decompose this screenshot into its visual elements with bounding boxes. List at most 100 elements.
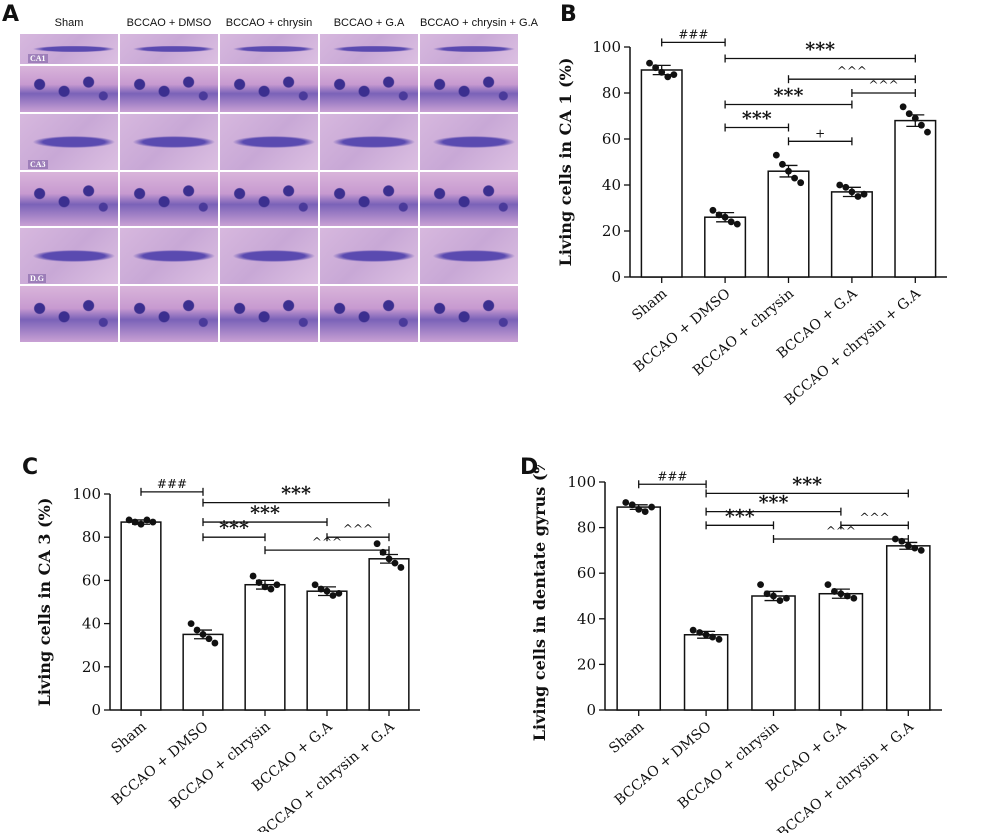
significance-label: + — [815, 126, 825, 140]
y-tick-label: 80 — [82, 528, 101, 546]
data-point — [791, 174, 798, 182]
micrograph-tile — [320, 172, 418, 226]
y-axis-title: Living cells in dentate gyrus (%) — [530, 465, 549, 741]
data-point — [187, 620, 195, 627]
micrograph-tile — [20, 34, 118, 64]
y-tick-label: 60 — [602, 130, 621, 148]
micrograph-tile — [20, 114, 118, 170]
data-point — [329, 592, 337, 599]
bar — [683, 634, 729, 711]
micrograph-tile — [420, 172, 518, 226]
data-point — [689, 626, 697, 634]
data-point — [646, 59, 653, 67]
y-tick-label: 40 — [82, 615, 101, 633]
bar — [751, 595, 796, 711]
significance-label: *** — [742, 108, 772, 130]
data-point — [628, 501, 636, 509]
y-tick-label: 0 — [586, 701, 596, 719]
y-axis-title: Living cells in CA 3 (%) — [35, 498, 54, 707]
micrograph-tile — [420, 228, 518, 284]
micrograph-tile — [320, 34, 418, 64]
bar — [640, 69, 683, 278]
data-point — [905, 110, 913, 118]
bar — [818, 592, 864, 711]
significance-label: ### — [657, 469, 687, 483]
data-point — [317, 585, 325, 593]
micrograph-tile — [420, 114, 518, 170]
data-point — [273, 581, 281, 589]
bar — [767, 170, 810, 278]
data-point — [249, 572, 257, 580]
data-point — [709, 206, 717, 214]
data-point — [709, 633, 716, 641]
micrograph-tile — [220, 34, 318, 64]
micrograph-tile — [420, 66, 518, 112]
y-tick-label: 40 — [602, 176, 621, 194]
significance-label: *** — [792, 473, 822, 495]
micrograph-tile — [20, 286, 118, 342]
micrograph-tile — [220, 172, 318, 226]
data-point — [149, 518, 157, 526]
y-tick-label: 20 — [82, 658, 101, 676]
data-point — [641, 508, 649, 516]
data-point — [837, 590, 845, 598]
data-point — [193, 626, 201, 634]
data-point — [261, 583, 269, 591]
data-point — [860, 190, 868, 198]
data-point — [323, 587, 331, 595]
data-point — [721, 213, 729, 221]
x-tick-label: Sham — [108, 719, 149, 757]
chart-ca3: 0 20 40 60 80 100 Living cells in CA 3 (%) Sham… — [35, 477, 420, 832]
data-point — [622, 499, 630, 506]
chart-ca1: 0 20 40 60 80 100 Living cells in CA 1 (%) Sham… — [556, 27, 947, 409]
bar — [368, 558, 410, 711]
data-point — [842, 183, 850, 191]
data-point — [785, 167, 792, 175]
column-header: BCCAO + DMSO — [126, 17, 212, 29]
data-point — [779, 160, 786, 168]
significance-label: ### — [157, 477, 187, 491]
column-header: BCCAO + chrysin + G.A — [420, 17, 538, 29]
data-point — [770, 592, 777, 600]
micrograph-tile — [120, 66, 218, 112]
micrograph-tile — [20, 66, 118, 112]
y-tick-label: 80 — [602, 84, 621, 102]
panel-label-a: A — [2, 2, 20, 27]
data-point — [848, 188, 856, 196]
panel-label-d: D — [520, 455, 539, 480]
data-point — [843, 592, 851, 600]
micrograph-tile — [120, 286, 218, 342]
panel-label-b: B — [560, 2, 577, 27]
micrograph-tile — [420, 34, 518, 64]
data-point — [137, 520, 145, 528]
data-point — [757, 581, 764, 588]
region-label: CA1 — [28, 54, 48, 63]
data-point — [385, 555, 393, 563]
significance-label: ^^^ — [860, 510, 890, 524]
data-point — [267, 585, 275, 593]
region-label: CA3 — [28, 160, 48, 169]
significance-label: *** — [774, 85, 804, 107]
bar — [120, 521, 162, 711]
data-point — [824, 581, 832, 588]
significance-label: ### — [678, 27, 708, 41]
significance-label: ^^^ — [343, 522, 373, 536]
significance-label: *** — [805, 39, 835, 61]
data-point — [727, 218, 735, 226]
y-tick-label: 100 — [592, 38, 621, 56]
data-point — [696, 629, 704, 636]
data-point — [899, 103, 907, 111]
data-point — [733, 220, 741, 228]
micrograph-tile — [20, 228, 118, 284]
micrograph-tile — [320, 114, 418, 170]
data-point — [255, 579, 263, 586]
data-point — [311, 581, 319, 589]
data-point — [635, 505, 643, 513]
y-tick-label: 60 — [82, 571, 101, 589]
significance-label: ^^^ — [826, 524, 856, 538]
column-header: BCCAO + G.A — [333, 17, 405, 29]
data-point — [131, 518, 139, 526]
micrograph-tile — [220, 66, 318, 112]
micrograph-tile — [420, 286, 518, 342]
y-tick-label: 20 — [602, 222, 621, 240]
